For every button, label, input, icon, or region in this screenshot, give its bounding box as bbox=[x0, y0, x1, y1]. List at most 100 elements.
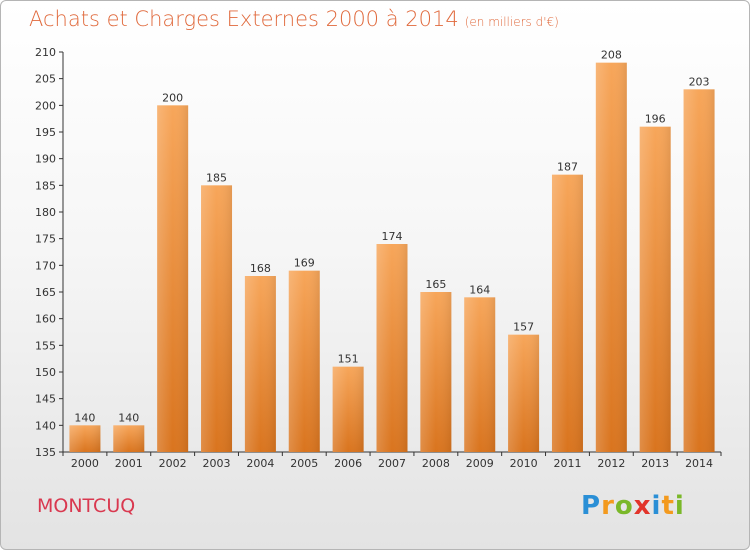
y-tick-label: 195 bbox=[35, 126, 56, 139]
y-tick: 185 bbox=[35, 179, 63, 192]
x-tick: 2005 bbox=[281, 452, 318, 470]
y-tick: 200 bbox=[35, 99, 63, 112]
chart-title-text: Achats et Charges Externes 2000 à 2014 bbox=[29, 7, 459, 31]
x-tick-label: 2005 bbox=[290, 457, 318, 470]
y-tick-label: 160 bbox=[35, 313, 56, 326]
y-tick-label: 170 bbox=[35, 259, 56, 272]
y-tick: 170 bbox=[35, 259, 63, 272]
y-tick: 150 bbox=[35, 366, 63, 379]
logo-letter: P bbox=[581, 491, 602, 521]
y-tick: 165 bbox=[35, 286, 63, 299]
x-tick-label: 2006 bbox=[334, 457, 362, 470]
bar-value-label: 187 bbox=[557, 161, 578, 174]
bar-shade bbox=[464, 297, 496, 452]
x-tick: 2012 bbox=[588, 452, 625, 470]
y-tick: 135 bbox=[35, 446, 63, 459]
bar-value-label: 140 bbox=[74, 411, 95, 424]
bar-shade bbox=[113, 425, 145, 452]
bar-value-label: 196 bbox=[645, 113, 666, 126]
y-tick: 190 bbox=[35, 153, 63, 166]
bar-value-label: 208 bbox=[601, 49, 622, 62]
x-tick: 2008 bbox=[413, 452, 450, 470]
x-tick-label: 2010 bbox=[510, 457, 538, 470]
x-tick: 2014 bbox=[676, 452, 713, 470]
x-tick-label: 2008 bbox=[422, 457, 450, 470]
proxiti-logo: Proxiti bbox=[581, 491, 685, 521]
bar-value-label: 151 bbox=[338, 353, 359, 366]
x-tick: 2002 bbox=[150, 452, 187, 470]
x-tick-label: 2007 bbox=[378, 457, 406, 470]
bar-value-label: 164 bbox=[469, 283, 490, 296]
logo-letter: t bbox=[661, 491, 675, 521]
chart-title: Achats et Charges Externes 2000 à 2014 (e… bbox=[29, 7, 559, 31]
x-tick-label: 2003 bbox=[203, 457, 231, 470]
x-tick: 2010 bbox=[501, 452, 538, 470]
y-tick: 180 bbox=[35, 206, 63, 219]
y-tick-label: 190 bbox=[35, 153, 56, 166]
y-tick-label: 210 bbox=[35, 46, 56, 59]
x-tick-label: 2004 bbox=[246, 457, 274, 470]
bar-shade bbox=[508, 334, 540, 452]
bar-shade bbox=[157, 105, 189, 452]
bar-value-label: 169 bbox=[294, 257, 315, 270]
y-tick: 195 bbox=[35, 126, 63, 139]
x-tick: 2007 bbox=[369, 452, 406, 470]
chart-bars bbox=[69, 62, 715, 453]
bar-value-label: 168 bbox=[250, 262, 271, 275]
logo-letter: x bbox=[633, 491, 652, 521]
y-tick: 205 bbox=[35, 73, 63, 86]
y-tick-label: 140 bbox=[35, 419, 56, 432]
y-tick-label: 185 bbox=[35, 179, 56, 192]
y-tick: 160 bbox=[35, 313, 63, 326]
y-tick-label: 150 bbox=[35, 366, 56, 379]
x-tick-label: 2002 bbox=[159, 457, 187, 470]
logo-letter: i bbox=[674, 491, 685, 521]
y-tick-label: 180 bbox=[35, 206, 56, 219]
y-tick: 140 bbox=[35, 419, 63, 432]
x-tick-label: 2014 bbox=[685, 457, 713, 470]
x-tick: 2004 bbox=[237, 452, 274, 470]
y-tick: 210 bbox=[35, 46, 63, 59]
bar-shade bbox=[683, 89, 715, 452]
y-tick-label: 200 bbox=[35, 99, 56, 112]
bar-shade bbox=[639, 126, 671, 453]
x-tick: 2009 bbox=[457, 452, 494, 470]
bar-shade bbox=[332, 366, 364, 452]
x-tick-label: 2011 bbox=[553, 457, 581, 470]
chart-value-labels: 140 140 200 185 168 169 151 174 165 164 157 187 208 1… bbox=[74, 49, 709, 425]
bar-value-label: 157 bbox=[513, 321, 534, 334]
bar-value-label: 185 bbox=[206, 171, 227, 184]
x-tick-label: 2012 bbox=[597, 457, 625, 470]
commune-name: MONTCUQ bbox=[37, 495, 136, 517]
bar-shade bbox=[551, 174, 583, 452]
x-tick: 2000 bbox=[62, 452, 99, 470]
y-tick-label: 175 bbox=[35, 233, 56, 246]
y-tick-label: 135 bbox=[35, 446, 56, 459]
y-tick-label: 145 bbox=[35, 393, 56, 406]
x-tick-label: 2013 bbox=[641, 457, 669, 470]
bar-shade bbox=[201, 185, 233, 453]
logo-letter: o bbox=[614, 491, 634, 521]
x-tick: 2013 bbox=[632, 452, 669, 470]
y-tick: 155 bbox=[35, 339, 63, 352]
y-tick-label: 205 bbox=[35, 73, 56, 86]
bar-shade bbox=[288, 270, 320, 452]
bar-value-label: 165 bbox=[425, 278, 446, 291]
bar-shade bbox=[376, 244, 408, 452]
logo-letter: r bbox=[601, 491, 615, 521]
bar-value-label: 203 bbox=[689, 75, 710, 88]
x-tick-label: 2000 bbox=[71, 457, 99, 470]
bar-value-label: 174 bbox=[382, 230, 403, 243]
bar-value-label: 200 bbox=[162, 91, 183, 104]
y-tick-label: 155 bbox=[35, 339, 56, 352]
bar-shade bbox=[244, 276, 276, 452]
x-tick: 2003 bbox=[194, 452, 231, 470]
bar-shade bbox=[420, 292, 452, 452]
x-tick-label: 2009 bbox=[466, 457, 494, 470]
x-tick: 2001 bbox=[106, 452, 143, 470]
x-tick: 2006 bbox=[325, 452, 362, 470]
y-tick-label: 165 bbox=[35, 286, 56, 299]
x-tick: 2011 bbox=[545, 452, 581, 470]
